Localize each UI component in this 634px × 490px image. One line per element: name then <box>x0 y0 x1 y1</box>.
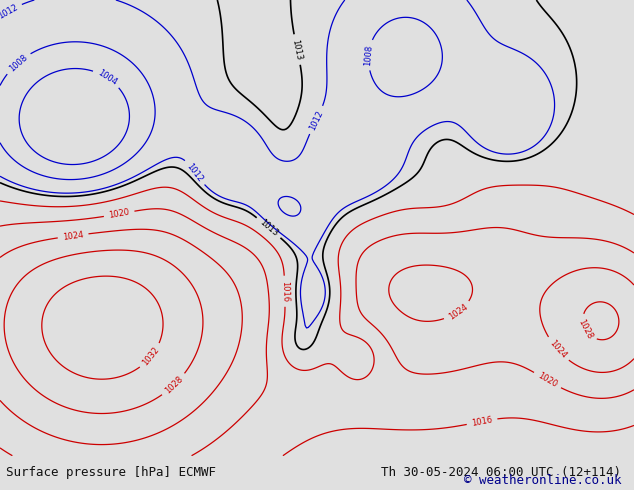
Text: 1016: 1016 <box>471 415 493 428</box>
Text: 1008: 1008 <box>7 52 29 73</box>
Text: 1013: 1013 <box>290 38 304 61</box>
Text: 1028: 1028 <box>576 318 594 341</box>
Text: 1012: 1012 <box>0 2 19 20</box>
Text: 1016: 1016 <box>280 281 290 302</box>
Text: 1020: 1020 <box>108 208 131 220</box>
Text: 1012: 1012 <box>307 109 325 131</box>
Text: 1024: 1024 <box>547 339 568 360</box>
Text: 1004: 1004 <box>96 68 119 87</box>
Text: 1028: 1028 <box>164 374 185 395</box>
Text: 1032: 1032 <box>141 345 161 368</box>
Text: © weatheronline.co.uk: © weatheronline.co.uk <box>464 474 621 487</box>
Text: Surface pressure [hPa] ECMWF: Surface pressure [hPa] ECMWF <box>6 466 216 479</box>
Text: Th 30-05-2024 06:00 UTC (12+114): Th 30-05-2024 06:00 UTC (12+114) <box>381 466 621 479</box>
Text: 1012: 1012 <box>185 161 205 184</box>
Text: 1020: 1020 <box>536 371 559 390</box>
Text: 1024: 1024 <box>62 230 84 242</box>
Text: 1008: 1008 <box>363 44 374 66</box>
Text: 1013: 1013 <box>257 218 280 238</box>
Text: 1024: 1024 <box>446 302 469 321</box>
